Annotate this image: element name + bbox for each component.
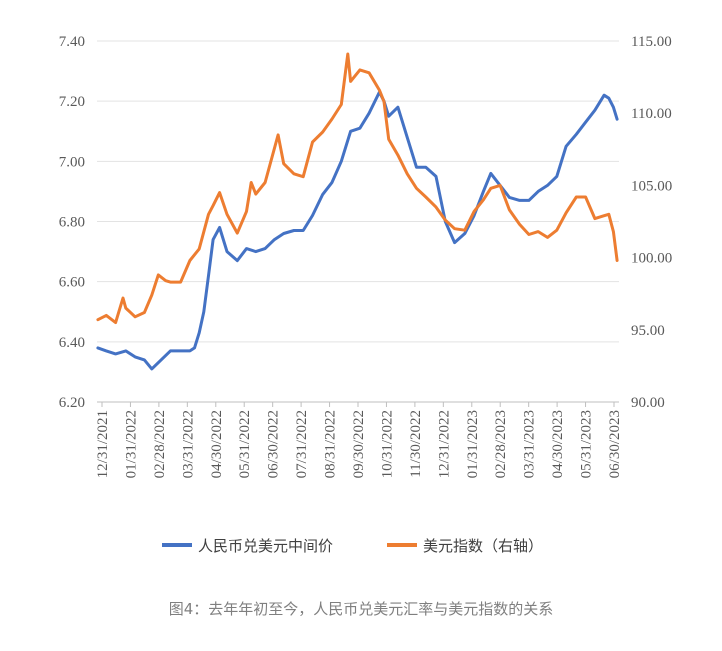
figure-caption: 图4：去年年初至今，人民币兑美元汇率与美元指数的关系	[168, 600, 554, 618]
right-tick-label: 105.00	[631, 178, 672, 194]
left-axis-ticks: 7.40 7.20 7.00 6.80 6.60 6.40 6.20	[59, 34, 85, 411]
x-tick-label: 11/30/2022	[408, 410, 424, 478]
x-tick-label: 03/31/2023	[522, 410, 538, 478]
legend: 人民币兑美元中间价 美元指数（右轴）	[162, 537, 543, 555]
x-tick-label: 04/30/2023	[550, 410, 566, 478]
left-tick-label: 6.20	[59, 395, 85, 411]
x-tick-label: 12/31/2022	[436, 410, 452, 478]
left-tick-label: 6.80	[59, 215, 85, 231]
x-tick-label: 01/31/2022	[123, 410, 139, 478]
right-axis-ticks: 115.00 110.00 105.00 100.00 95.00 90.00	[631, 34, 672, 411]
x-tick-label: 03/31/2022	[180, 410, 196, 478]
x-tick-label: 05/31/2023	[579, 410, 595, 478]
series-line-cny	[96, 90, 619, 371]
x-tick-label: 06/30/2022	[266, 410, 282, 478]
left-tick-label: 7.40	[59, 34, 85, 50]
x-tick-label: 01/31/2023	[465, 410, 481, 478]
right-tick-label: 90.00	[631, 395, 665, 411]
right-tick-label: 100.00	[631, 251, 672, 267]
series-line-dxy	[96, 52, 619, 325]
x-tick-label: 05/31/2022	[237, 410, 253, 478]
x-tick-label: 09/30/2022	[351, 410, 367, 478]
gridlines	[97, 40, 619, 407]
x-tick-label: 07/31/2022	[294, 410, 310, 478]
series-lines	[96, 52, 619, 371]
x-tick-label: 08/31/2022	[323, 410, 339, 478]
right-tick-label: 95.00	[631, 323, 665, 339]
x-tick-label: 02/28/2022	[152, 410, 168, 478]
x-tick-label: 12/31/2021	[95, 410, 111, 478]
left-tick-label: 6.40	[59, 335, 85, 351]
x-tick-label: 10/31/2022	[379, 410, 395, 478]
legend-label-dxy: 美元指数（右轴）	[423, 537, 543, 555]
right-tick-label: 115.00	[631, 34, 672, 50]
x-tick-label: 02/28/2023	[493, 410, 509, 478]
x-axis-ticks: 12/31/2021 01/31/2022 02/28/2022 03/31/2022…	[95, 410, 623, 478]
legend-label-cny: 人民币兑美元中间价	[198, 537, 333, 555]
left-tick-label: 7.20	[59, 94, 85, 110]
x-tick-label: 06/30/2023	[607, 410, 623, 478]
chart: 7.40 7.20 7.00 6.80 6.60 6.40 6.20 115.00 110.0…	[59, 34, 673, 555]
left-tick-label: 6.60	[59, 275, 85, 291]
x-tick-label: 04/30/2022	[209, 410, 225, 478]
left-tick-label: 7.00	[59, 154, 85, 170]
right-tick-label: 110.00	[631, 106, 672, 122]
